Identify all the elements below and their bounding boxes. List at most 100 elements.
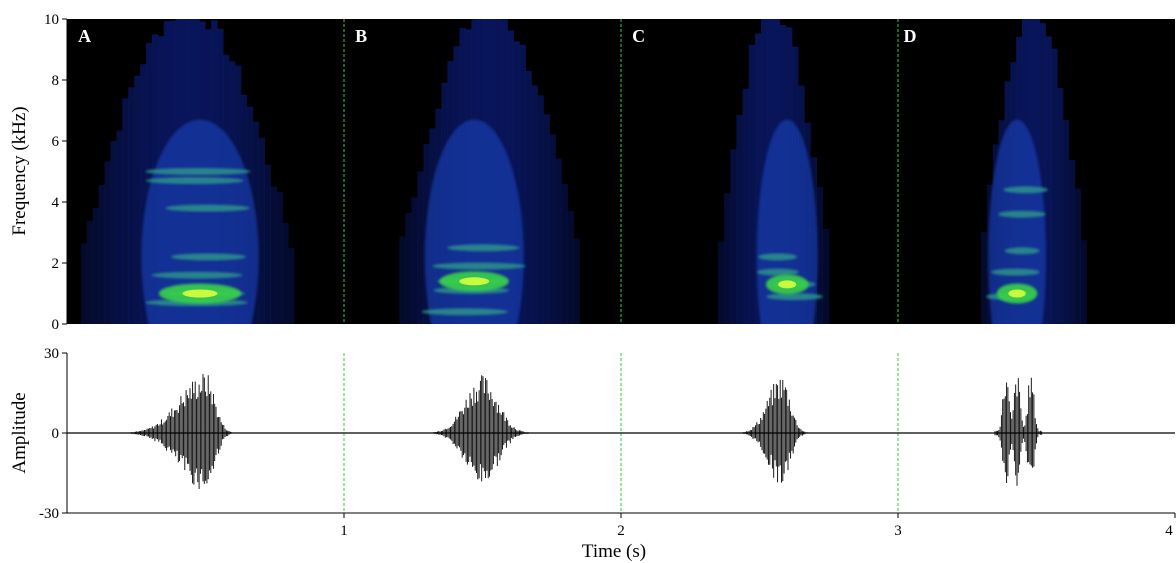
spectrogram-call-a xyxy=(80,19,295,324)
x-tick-label: 1 xyxy=(340,523,348,539)
spectrogram-harmonic-band xyxy=(991,268,1040,276)
y-tick-label: 10 xyxy=(44,12,59,28)
call-label-c: C xyxy=(632,26,645,46)
spectrogram-haze-column xyxy=(86,220,94,324)
y-tick-label: 6 xyxy=(52,134,60,150)
spectrogram-haze-column xyxy=(822,229,830,324)
spectrogram-haze-column xyxy=(1039,23,1046,324)
spectrogram-haze-column xyxy=(128,87,135,324)
spectrogram-harmonic-band xyxy=(165,204,250,212)
y-tick-label: 8 xyxy=(52,73,60,89)
spectrogram-harmonic-band xyxy=(145,177,244,185)
waveform-trace xyxy=(994,377,1043,486)
spectrogram-haze-column xyxy=(405,212,412,324)
spectrogram-haze-column xyxy=(1080,240,1087,324)
waveform-burst-c xyxy=(736,379,814,483)
spectrogram-haze-column xyxy=(282,223,289,324)
spectrogram-haze-column xyxy=(748,45,756,324)
spectrogram-haze-column xyxy=(816,186,824,324)
spectrogram-haze-column xyxy=(1057,88,1064,324)
spectrogram-haze-column xyxy=(417,171,424,324)
waveform-trace xyxy=(121,374,239,489)
spectrogram-haze-column xyxy=(754,33,762,324)
spectrogram-haze-column xyxy=(531,85,538,324)
spectrogram-haze-column xyxy=(537,95,544,324)
spectrogram-haze-column xyxy=(1045,36,1052,324)
spectrogram-peak-core xyxy=(1008,289,1026,298)
spectrogram-peak-core xyxy=(182,289,218,298)
spectrogram-haze-column xyxy=(270,186,277,324)
call-labels: A B C D xyxy=(78,26,916,46)
spectrogram-haze-column xyxy=(724,193,731,324)
spectrogram-harmonic-band xyxy=(758,253,798,261)
call-label-d: D xyxy=(904,26,917,46)
spectrogram-harmonic-band xyxy=(171,253,246,261)
waveform-trace xyxy=(426,375,540,482)
spectrogram-haze-column xyxy=(567,211,574,324)
waveform-y-ticks: -30 0 30 xyxy=(39,346,67,522)
spectrogram-haze-column xyxy=(92,208,100,324)
waveform-panel: -30 0 30 1 2 3 4 Amplitude Time (s) xyxy=(9,346,1176,562)
spectrogram-calls xyxy=(80,19,1087,324)
waveform-y-label: Amplitude xyxy=(9,392,30,473)
spectrogram-haze-column xyxy=(80,243,88,324)
spectrogram-harmonic-band xyxy=(998,210,1046,218)
spectrogram-haze-column xyxy=(264,164,271,324)
spectrogram-haze-column xyxy=(549,134,556,324)
waveform-trace xyxy=(736,379,814,483)
spectrogram-haze-column xyxy=(140,64,147,324)
spectrogram-haze-column xyxy=(1051,48,1058,324)
spectrogram-haze-column xyxy=(519,44,526,324)
waveform-x-ticks: 1 2 3 4 xyxy=(340,513,1176,539)
spectrogram-peak-core xyxy=(459,277,490,286)
spectrogram-harmonic-band xyxy=(151,271,243,279)
spectrogram-haze-column xyxy=(513,41,520,324)
spectrogram-haze-column xyxy=(399,236,406,324)
spectrogram-haze-column xyxy=(258,138,265,324)
spectrogram-call-c xyxy=(718,19,830,324)
spectrogram-haze-column xyxy=(573,238,580,324)
spectrogram-haze-column xyxy=(555,158,562,324)
spectrogram-harmonic-band xyxy=(432,262,526,270)
x-tick-label: 3 xyxy=(894,523,902,539)
spectrogram-peak-core xyxy=(778,280,797,289)
spectrogram-haze-column xyxy=(730,149,737,324)
spectrogram-haze-column xyxy=(742,88,750,324)
spectrogram-haze-column xyxy=(122,98,129,324)
spectrogram-haze-column xyxy=(718,241,725,324)
y-tick-label: 30 xyxy=(44,346,59,362)
spectrogram-call-b xyxy=(399,19,580,324)
call-label-a: A xyxy=(78,26,91,46)
spectrogram-harmonic-band xyxy=(145,168,251,175)
spectrogram-separators xyxy=(343,19,899,324)
waveform-burst-a xyxy=(121,374,239,489)
spectrogram-haze-column xyxy=(525,71,532,324)
spectrogram-y-label: Frequency (kHz) xyxy=(9,106,30,235)
x-tick-label: 4 xyxy=(1165,523,1173,539)
spectrogram-y-ticks: 0 2 4 6 8 10 xyxy=(44,12,67,333)
spectrogram-haze-column xyxy=(276,192,283,324)
waveform-x-label: Time (s) xyxy=(582,541,646,562)
spectrogram-energy-body xyxy=(988,119,1046,324)
spectrogram-haze-column xyxy=(561,184,568,324)
spectrogram-haze-column xyxy=(1063,120,1070,324)
x-tick-label: 2 xyxy=(617,523,625,539)
spectrogram-energy-body xyxy=(424,119,524,324)
spectrogram-harmonic-band xyxy=(757,268,799,276)
spectrogram-haze-column xyxy=(288,248,295,324)
spectrogram-haze-column xyxy=(1074,188,1081,324)
spectrogram-haze-column xyxy=(110,141,117,324)
spectrogram-harmonic-band xyxy=(766,293,823,301)
spectrogram-haze-column xyxy=(411,197,418,324)
spectrogram-harmonic-band xyxy=(1004,247,1040,255)
waveform-bursts xyxy=(121,374,1043,489)
y-tick-label: -30 xyxy=(39,506,59,522)
spectrogram-harmonic-band xyxy=(447,244,520,252)
spectrogram-haze-column xyxy=(134,75,141,324)
spectrogram-haze-column xyxy=(116,130,123,324)
y-tick-label: 0 xyxy=(52,317,60,333)
waveform-burst-b xyxy=(426,375,540,482)
call-label-b: B xyxy=(355,26,367,46)
y-tick-label: 4 xyxy=(52,195,60,211)
